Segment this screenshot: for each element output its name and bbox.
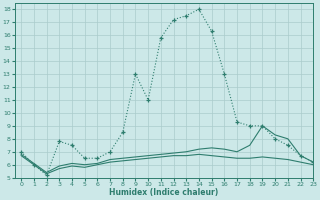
X-axis label: Humidex (Indice chaleur): Humidex (Indice chaleur) [109, 188, 219, 197]
